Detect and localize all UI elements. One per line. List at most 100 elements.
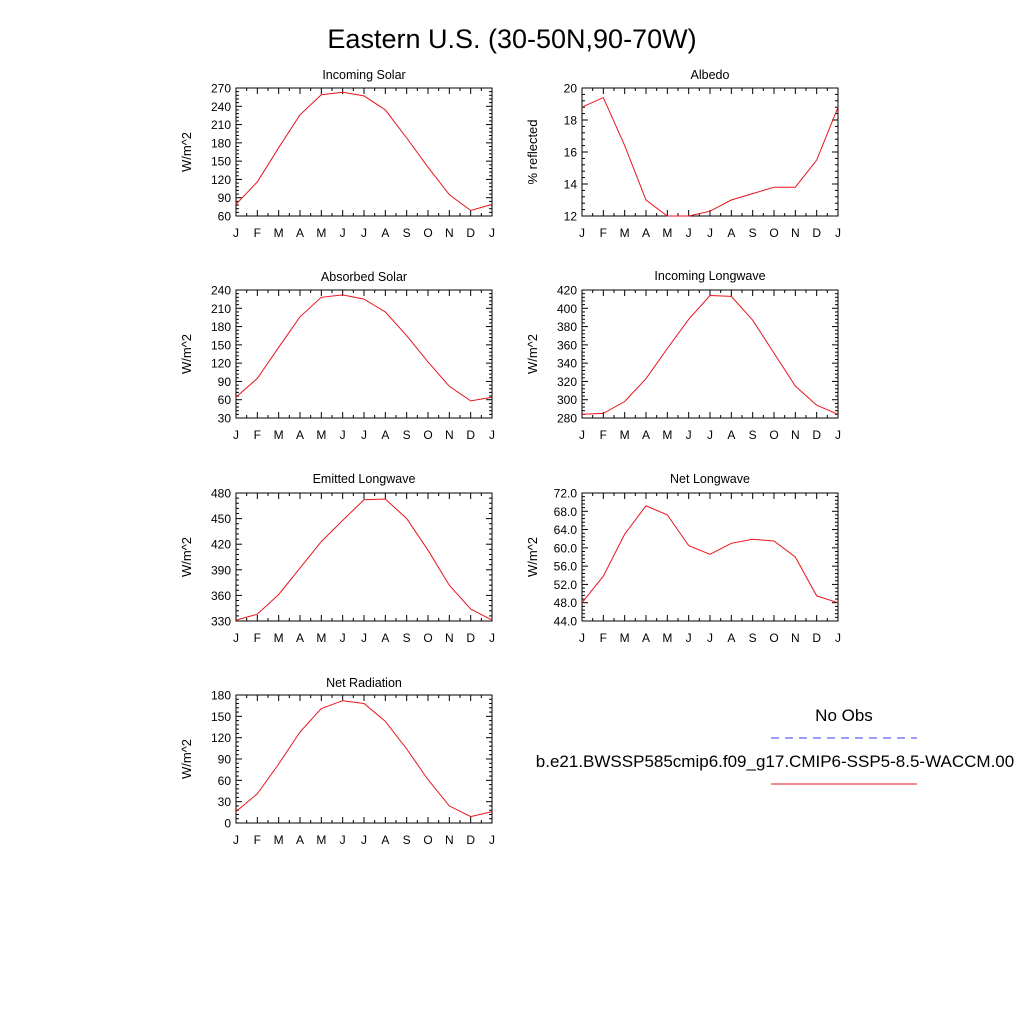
x-tick-label: S	[403, 631, 411, 645]
x-tick-label: J	[489, 631, 495, 645]
y-tick-label: 150	[211, 710, 231, 724]
x-tick-label: O	[423, 226, 432, 240]
x-tick-label: D	[812, 631, 821, 645]
x-tick-label: J	[361, 226, 367, 240]
x-tick-label: S	[403, 226, 411, 240]
y-tick-label: 18	[564, 114, 578, 128]
y-tick-label: 150	[211, 155, 231, 169]
y-tick-label: 210	[211, 302, 231, 316]
x-tick-label: N	[445, 631, 454, 645]
y-tick-label: 390	[211, 563, 231, 577]
x-tick-label: M	[316, 833, 326, 847]
y-tick-label: 48.0	[554, 596, 578, 610]
x-tick-label: F	[254, 428, 261, 442]
y-tick-label: 360	[557, 338, 577, 352]
model-series-line-incoming-solar	[235, 91, 493, 212]
x-tick-label: F	[600, 226, 607, 240]
panel-title-incoming-solar: Incoming Solar	[322, 68, 405, 82]
x-tick-label: A	[642, 631, 650, 645]
y-tick-label: 400	[557, 302, 577, 316]
x-tick-label: N	[791, 226, 800, 240]
y-tick-label: 90	[218, 375, 232, 389]
x-tick-label: M	[316, 226, 326, 240]
y-axis-label-net-longwave: W/m^2	[525, 537, 540, 577]
y-axis-label-net-radiation: W/m^2	[179, 739, 194, 779]
x-tick-label: O	[423, 631, 432, 645]
y-tick-label: 380	[557, 320, 577, 334]
x-tick-label: J	[835, 631, 841, 645]
x-tick-label: A	[381, 833, 389, 847]
x-tick-label: A	[381, 428, 389, 442]
x-tick-label: M	[662, 226, 672, 240]
x-tick-label: N	[445, 226, 454, 240]
x-tick-label: D	[466, 226, 475, 240]
y-tick-label: 420	[211, 538, 231, 552]
x-tick-label: F	[254, 631, 261, 645]
x-tick-label: O	[769, 226, 778, 240]
x-tick-label: M	[662, 428, 672, 442]
panel-title-albedo: Albedo	[691, 68, 730, 82]
x-tick-label: F	[600, 428, 607, 442]
x-tick-label: J	[579, 428, 585, 442]
y-tick-label: 330	[211, 615, 231, 629]
y-tick-label: 60	[218, 774, 232, 788]
y-tick-label: 60	[218, 210, 232, 224]
x-tick-label: D	[812, 226, 821, 240]
x-tick-label: A	[727, 226, 735, 240]
x-tick-label: M	[274, 833, 284, 847]
y-tick-label: 210	[211, 118, 231, 132]
x-tick-label: J	[340, 833, 346, 847]
y-tick-label: 420	[557, 284, 577, 298]
x-tick-label: D	[812, 428, 821, 442]
x-tick-label: J	[835, 428, 841, 442]
x-tick-label: J	[579, 226, 585, 240]
x-tick-label: A	[642, 428, 650, 442]
y-tick-label: 180	[211, 689, 231, 703]
x-tick-label: J	[707, 226, 713, 240]
y-tick-label: 280	[557, 412, 577, 426]
x-tick-label: J	[686, 631, 692, 645]
x-tick-label: M	[620, 428, 630, 442]
x-tick-label: D	[466, 833, 475, 847]
x-tick-label: A	[727, 428, 735, 442]
y-tick-label: 120	[211, 173, 231, 187]
x-tick-label: A	[727, 631, 735, 645]
y-tick-label: 270	[211, 82, 231, 96]
y-tick-label: 340	[557, 357, 577, 371]
x-tick-label: S	[403, 428, 411, 442]
x-tick-label: J	[707, 428, 713, 442]
x-tick-label: J	[361, 631, 367, 645]
y-tick-label: 12	[564, 210, 578, 224]
model-series-line-net-radiation	[235, 700, 493, 818]
x-tick-label: M	[620, 631, 630, 645]
y-tick-label: 20	[564, 82, 578, 96]
y-tick-label: 72.0	[554, 487, 578, 501]
y-axis-label-emitted-longwave: W/m^2	[179, 537, 194, 577]
x-tick-label: M	[274, 226, 284, 240]
x-tick-label: N	[791, 631, 800, 645]
model-series-line-net-longwave	[581, 505, 839, 604]
y-axis-label-incoming-longwave: W/m^2	[525, 334, 540, 374]
plot-frame-incoming-longwave	[581, 289, 839, 419]
y-axis-label-incoming-solar: W/m^2	[179, 132, 194, 172]
y-tick-label: 300	[557, 393, 577, 407]
y-tick-label: 60	[218, 393, 232, 407]
x-tick-label: A	[381, 631, 389, 645]
panel-title-absorbed-solar: Absorbed Solar	[321, 270, 407, 284]
x-tick-label: D	[466, 631, 475, 645]
x-tick-label: M	[316, 631, 326, 645]
x-tick-label: J	[707, 631, 713, 645]
x-tick-label: J	[686, 226, 692, 240]
y-tick-label: 180	[211, 136, 231, 150]
x-tick-label: O	[769, 631, 778, 645]
y-tick-label: 14	[564, 178, 578, 192]
y-tick-label: 480	[211, 487, 231, 501]
x-tick-label: M	[316, 428, 326, 442]
plot-frame-emitted-longwave	[235, 492, 493, 622]
x-tick-label: J	[340, 428, 346, 442]
